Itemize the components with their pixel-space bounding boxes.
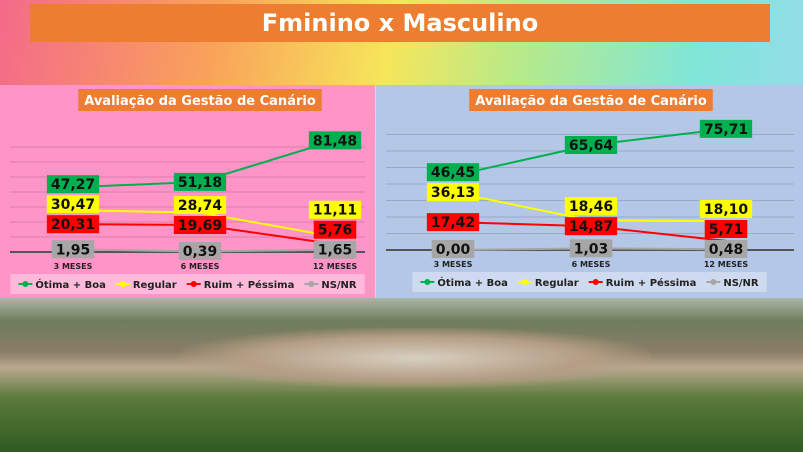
legend-marker <box>424 279 431 285</box>
legend-item: Regular <box>133 280 177 291</box>
x-tick-label: 12 MESES <box>313 262 358 271</box>
chart-title: Avaliação da Gestão de Canário <box>475 94 707 109</box>
data-label-bg <box>699 200 753 218</box>
legend-item: Ruim + Péssima <box>204 279 295 291</box>
data-label: 0,48 <box>709 242 744 258</box>
line-chart-masculino: Avaliação da Gestão de Canário 3 MESES 6 M… <box>386 89 794 292</box>
data-label: 11,11 <box>313 203 357 219</box>
x-tick-label: 6 MESES <box>572 260 611 269</box>
city-houses <box>180 328 650 388</box>
data-label-bg <box>46 175 100 194</box>
legend: Ótima + Boa Regular Ruim + Péssima NS/NR <box>18 278 357 291</box>
data-label-bg <box>564 135 618 154</box>
legend-item: NS/NR <box>723 278 759 289</box>
data-label: 36,13 <box>431 185 475 201</box>
data-label: 47,27 <box>51 177 95 193</box>
legend-marker <box>22 281 29 287</box>
data-label: 1,65 <box>318 243 353 259</box>
data-label: 0,00 <box>436 242 471 258</box>
data-label: 65,64 <box>569 138 614 154</box>
data-label-bg <box>178 242 222 260</box>
legend-item: Ótima + Boa <box>35 278 105 291</box>
data-label-bg <box>564 217 618 236</box>
line-chart-feminino: Avaliação da Gestão de Canário 3 MESES 6 M… <box>10 89 365 294</box>
legend-marker <box>119 281 126 287</box>
data-label: 1,03 <box>574 241 609 257</box>
legend: Ótima + Boa Regular Ruim + Péssima NS/NR <box>420 276 759 289</box>
legend-item: Ruim + Péssima <box>606 277 697 289</box>
data-label-bg <box>46 195 100 214</box>
legend-item: Ótima + Boa <box>437 276 507 289</box>
data-label-bg <box>426 213 480 232</box>
chart-panel-masculino: Avaliação da Gestão de Canário 3 MESES 6 M… <box>376 85 803 298</box>
data-label: 18,10 <box>704 202 749 218</box>
data-label: 17,42 <box>431 215 475 231</box>
data-label-bg <box>426 163 480 182</box>
x-tick-label: 6 MESES <box>181 262 220 271</box>
data-label: 1,95 <box>56 242 91 258</box>
data-label-bg <box>313 240 357 259</box>
data-label-bg <box>173 172 227 191</box>
data-label: 18,46 <box>569 199 613 215</box>
data-label-bg <box>704 240 748 258</box>
data-label-bg <box>46 215 100 234</box>
data-label-bg <box>431 240 475 258</box>
data-label-bg <box>699 119 753 138</box>
data-label-bg <box>569 239 613 258</box>
chart-panel-feminino: Avaliação da Gestão de Canário 3 MESES 6 M… <box>0 85 375 298</box>
data-label-bg <box>51 240 95 259</box>
data-label-bg <box>308 131 362 150</box>
legend-item: Regular <box>535 278 579 289</box>
data-label: 0,39 <box>183 244 218 260</box>
data-label: 75,71 <box>704 122 748 138</box>
data-label-bg <box>313 220 357 239</box>
legend-marker <box>190 281 197 287</box>
data-label: 28,74 <box>178 198 223 214</box>
data-label: 30,47 <box>51 197 95 213</box>
data-label-bg <box>173 216 227 235</box>
legend-item: NS/NR <box>321 280 357 291</box>
data-label: 51,18 <box>178 175 222 191</box>
city-landscape-photo <box>0 298 803 452</box>
chart-title-bg <box>78 89 322 111</box>
data-label: 14,87 <box>569 219 613 235</box>
data-label-bg <box>564 197 618 216</box>
data-label: 46,45 <box>431 165 475 181</box>
data-label: 20,31 <box>51 217 95 233</box>
x-tick-label: 12 MESES <box>704 260 749 269</box>
data-label-bg <box>173 196 227 215</box>
legend-marker <box>521 279 528 285</box>
data-label: 5,71 <box>709 222 744 238</box>
chart-title-bg <box>469 89 713 111</box>
data-label: 19,69 <box>178 218 222 234</box>
data-label-bg <box>426 183 480 202</box>
x-tick-label: 3 MESES <box>54 262 93 271</box>
x-tick-label: 3 MESES <box>434 260 473 269</box>
legend-marker <box>592 279 599 285</box>
data-label: 5,76 <box>318 223 353 239</box>
legend-marker <box>308 281 315 287</box>
legend-marker <box>710 279 717 285</box>
data-label-bg <box>704 220 748 238</box>
chart-title: Avaliação da Gestão de Canário <box>84 94 316 109</box>
data-label: 81,48 <box>313 133 357 149</box>
slide-title: Fminino x Masculino <box>30 4 770 42</box>
data-label-bg <box>308 200 362 219</box>
